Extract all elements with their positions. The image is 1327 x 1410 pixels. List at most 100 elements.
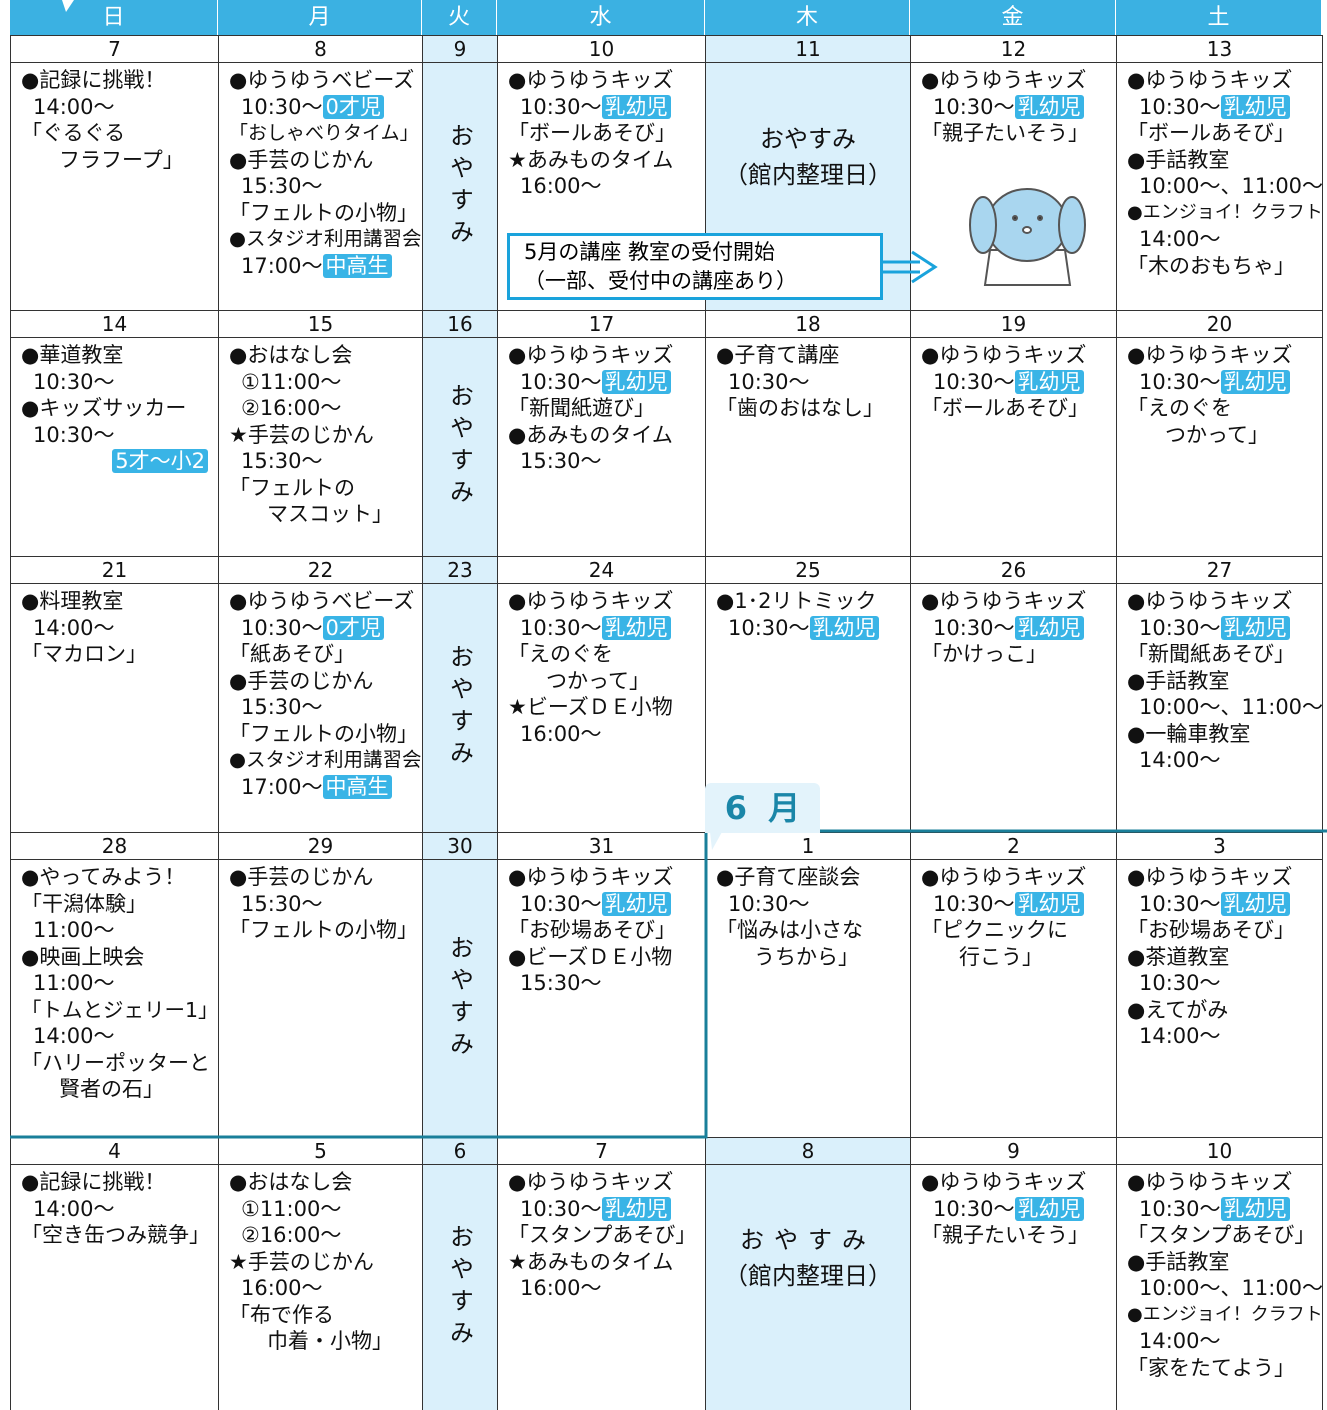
event-text: 15:30～ xyxy=(241,449,323,473)
event-line: 10:30～ 乳幼児 xyxy=(1127,1196,1322,1223)
day-cell: ●ゆうゆうベビーズ 10:30～ 0才児 「おしゃべりタイム」 ●手芸のじかん 15:30… xyxy=(218,62,423,311)
event-time: 10:30～ xyxy=(933,1196,1015,1221)
event-line: 16:00～ xyxy=(229,1275,422,1302)
age-badge: 乳幼児 xyxy=(601,94,671,119)
day-cell: ●手芸のじかん 15:30～ 「フェルトの小物」 xyxy=(218,859,423,1138)
event-text: ★あみものタイム xyxy=(508,1249,674,1274)
event-text: 「悩みは小さな xyxy=(716,918,863,942)
event-time: 10:30～ xyxy=(520,615,602,640)
event-line: 16:00～ xyxy=(508,721,705,748)
event-text: 14:00～ xyxy=(33,94,115,119)
event-text: 「木のおもちゃ」 xyxy=(1127,253,1295,278)
event-line: ●ゆうゆうキッズ xyxy=(508,342,705,369)
event-line: ●手芸のじかん xyxy=(229,147,422,174)
day-cell: ●ゆうゆうベビーズ 10:30～ 0才児 「紙あそび」 ●手芸のじかん 15:30～ 「フェ… xyxy=(218,583,423,833)
date-cell: 8 xyxy=(218,35,423,63)
event-time: 10:30～ xyxy=(241,94,323,119)
event-line: ●ゆうゆうキッズ xyxy=(508,864,705,891)
event-text: ●ビーズＤＥ小物 xyxy=(508,944,673,969)
event-line: ★ビーズＤＥ小物 xyxy=(508,694,705,721)
event-line: フラフープ」 xyxy=(21,147,218,174)
event-text: ●おはなし会 xyxy=(229,343,353,367)
date-cell: 11 xyxy=(705,35,911,63)
event-line: 「空き缶つみ競争」 xyxy=(21,1222,218,1249)
day-cell: おやすみ （館内整理日） xyxy=(705,1164,911,1410)
event-text: 11:00～ xyxy=(33,971,115,995)
event-text: 「新聞紙遊び」 xyxy=(508,396,655,420)
date-cell: 30 xyxy=(422,832,498,860)
event-line: ●おはなし会 xyxy=(229,1169,422,1196)
event-line: ★あみものタイム xyxy=(508,1249,705,1276)
day-cell: ●ゆうゆうキッズ 10:30～ 乳幼児 「新聞紙あそび」 ●手話教室 10:00～、11:… xyxy=(1116,583,1323,833)
event-text: ★ビーズＤＥ小物 xyxy=(508,695,673,719)
event-line: ●一輪車教室 xyxy=(1127,721,1322,748)
event-line: 「新聞紙あそび」 xyxy=(1127,641,1322,668)
event-text: ●ゆうゆうキッズ xyxy=(1127,1170,1293,1194)
event-text: つかって」 xyxy=(546,668,650,693)
event-text: 11:00～ xyxy=(33,918,115,942)
event-line: ●映画上映会 xyxy=(21,944,218,971)
date-cell: 23 xyxy=(422,556,498,584)
event-text: 10:30～ xyxy=(33,422,115,447)
event-line: ●子育て座談会 xyxy=(716,864,910,891)
date-cell: 6 xyxy=(422,1137,498,1165)
event-line: 「フェルトの xyxy=(229,475,422,502)
event-text: ●子育て座談会 xyxy=(716,865,861,889)
event-line: ●手話教室 xyxy=(1127,668,1322,695)
age-badge: 乳幼児 xyxy=(601,891,671,916)
day-cell: ●おはなし会 ①11:00～ ②16:00～ ★手芸のじかん 16:00～ 「布で作る 巾着… xyxy=(218,1164,423,1410)
event-time: 10:30～ xyxy=(1139,369,1221,394)
event-line: ●ゆうゆうキッズ xyxy=(508,588,705,615)
event-line: 「木のおもちゃ」 xyxy=(1127,253,1322,280)
event-line: 「ボールあそび」 xyxy=(1127,120,1322,147)
age-badge: 0才児 xyxy=(322,615,384,640)
event-line: ●華道教室 xyxy=(21,342,218,369)
day-cell: ●やってみよう！ 「干潟体験」 11:00～ ●映画上映会 11:00～ 「トムとジェリー… xyxy=(10,859,219,1138)
event-time: 10:30～ xyxy=(520,94,602,119)
event-line: 14:00～ xyxy=(1127,1023,1322,1050)
event-line: ●やってみよう！ xyxy=(21,864,218,891)
event-text: ●ゆうゆうベビーズ xyxy=(229,589,415,613)
closed-label: （館内整理日） xyxy=(724,160,892,189)
event-text: ●ゆうゆうキッズ xyxy=(1127,68,1293,92)
event-line: 「布で作る xyxy=(229,1302,422,1329)
event-line: ●手芸のじかん xyxy=(229,864,422,891)
event-line: ①11:00～ xyxy=(229,1196,422,1223)
event-line: 「ぐるぐる xyxy=(21,120,218,147)
event-text: 「えのぐを xyxy=(508,642,613,666)
event-line: ●ビーズＤＥ小物 xyxy=(508,944,705,971)
event-line: つかって」 xyxy=(508,668,705,695)
event-line: ●子育て講座 xyxy=(716,342,910,369)
day-cell: おやすみ xyxy=(422,62,498,311)
event-line: ●手話教室 xyxy=(1127,147,1322,174)
event-line: 10:00～、11:00～ xyxy=(1127,173,1322,200)
event-line: 10:30～ xyxy=(716,891,910,918)
date-cell: 13 xyxy=(1116,35,1323,63)
date-cell: 26 xyxy=(910,556,1117,584)
event-line: 14:00～ xyxy=(21,615,218,642)
event-text: 16:00～ xyxy=(520,1276,602,1300)
age-badge: 0才児 xyxy=(322,94,384,119)
day-cell: おやすみ xyxy=(422,337,498,557)
event-line: 10:30～ 乳幼児 xyxy=(1127,891,1322,918)
event-line: ●茶道教室 xyxy=(1127,944,1322,971)
day-cell: ●ゆうゆうキッズ 10:30～ 乳幼児 「かけっこ」 xyxy=(910,583,1117,833)
event-line: 「紙あそび」 xyxy=(229,641,422,668)
event-text: ②16:00～ xyxy=(241,1223,342,1247)
day-cell: ●ゆうゆうキッズ 10:30～ 乳幼児 「親子たいそう」 xyxy=(910,1164,1117,1410)
event-line: 14:00～ xyxy=(1127,226,1322,253)
event-line: 14:00～ xyxy=(21,1023,218,1050)
event-text: 14:00～ xyxy=(33,615,115,640)
event-line: 10:00～、11:00～ xyxy=(1127,694,1322,721)
event-text: ●ゆうゆうキッズ xyxy=(508,865,674,889)
event-line: 10:30～ 乳幼児 xyxy=(921,1196,1116,1223)
date-cell: 7 xyxy=(497,1137,706,1165)
event-text: 14:00～ xyxy=(1139,1024,1221,1048)
age-badge: 乳幼児 xyxy=(601,1196,671,1221)
event-text: 16:00～ xyxy=(241,1276,323,1300)
date-cell: 1 xyxy=(705,832,911,860)
event-line: 10:30～ 乳幼児 xyxy=(508,891,705,918)
date-cell: 12 xyxy=(910,35,1117,63)
event-line: 17:00～ 中高生 xyxy=(229,774,422,801)
event-line: ●ゆうゆうベビーズ xyxy=(229,588,422,615)
